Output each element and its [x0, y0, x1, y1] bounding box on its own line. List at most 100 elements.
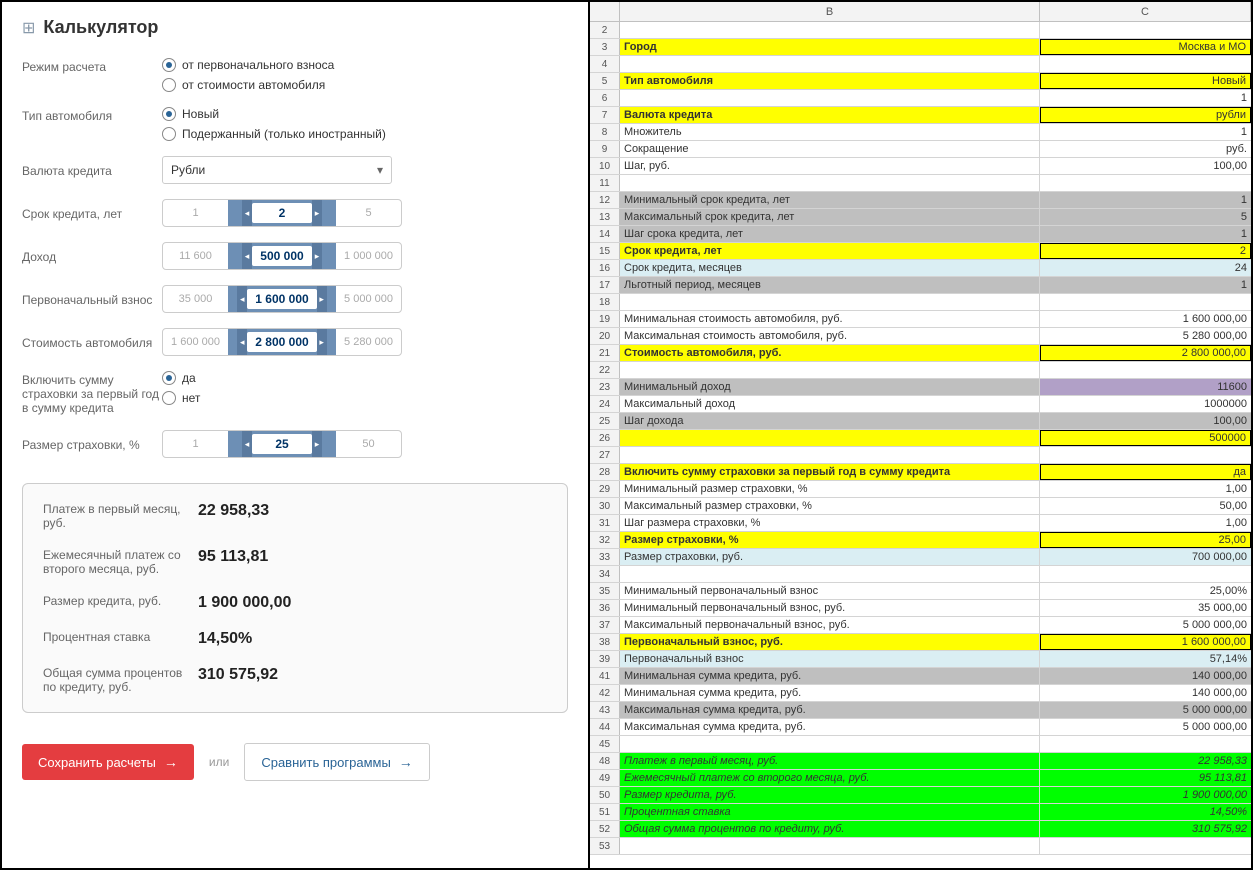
cell-b[interactable] — [620, 838, 1040, 854]
row-number[interactable]: 10 — [590, 158, 620, 174]
cell-c[interactable] — [1040, 294, 1251, 310]
income-slider[interactable]: 11 600 ◂ 500 000 ▸ 1 000 000 — [162, 242, 402, 270]
cell-c[interactable]: 1,00 — [1040, 515, 1251, 531]
row-number[interactable]: 2 — [590, 22, 620, 38]
row-number[interactable]: 37 — [590, 617, 620, 633]
cell-c[interactable]: 50,00 — [1040, 498, 1251, 514]
cost-value[interactable]: 2 800 000 — [247, 332, 316, 352]
cell-c[interactable]: 1000000 — [1040, 396, 1251, 412]
row-number[interactable]: 53 — [590, 838, 620, 854]
row-number[interactable]: 6 — [590, 90, 620, 106]
slider-handle-left[interactable]: ◂ — [242, 200, 252, 226]
cell-b[interactable]: Минимальная сумма кредита, руб. — [620, 685, 1040, 701]
row-number[interactable]: 33 — [590, 549, 620, 565]
insurance-no[interactable]: нет — [162, 391, 568, 405]
row-number[interactable]: 48 — [590, 753, 620, 769]
cell-c[interactable] — [1040, 22, 1251, 38]
row-number[interactable]: 13 — [590, 209, 620, 225]
cell-b[interactable]: Размер страховки, руб. — [620, 549, 1040, 565]
cell-c[interactable]: 1 900 000,00 — [1040, 787, 1251, 803]
cell-c[interactable]: 25,00 — [1040, 532, 1251, 548]
cell-c[interactable]: 1,00 — [1040, 481, 1251, 497]
row-number[interactable]: 34 — [590, 566, 620, 582]
slider-handle-left[interactable]: ◂ — [242, 243, 252, 269]
cell-c[interactable]: 5 000 000,00 — [1040, 719, 1251, 735]
row-number[interactable]: 45 — [590, 736, 620, 752]
cell-b[interactable]: Минимальный первоначальный взнос — [620, 583, 1040, 599]
cell-c[interactable]: 310 575,92 — [1040, 821, 1251, 837]
cell-c[interactable]: 1 — [1040, 277, 1251, 293]
row-number[interactable]: 42 — [590, 685, 620, 701]
row-number[interactable]: 17 — [590, 277, 620, 293]
cell-b[interactable]: Шаг дохода — [620, 413, 1040, 429]
cell-c[interactable] — [1040, 838, 1251, 854]
cell-b[interactable]: Максимальный первоначальный взнос, руб. — [620, 617, 1040, 633]
cell-b[interactable]: Шаг срока кредита, лет — [620, 226, 1040, 242]
insurance-slider[interactable]: 1 ◂ 25 ▸ 50 — [162, 430, 402, 458]
cell-c[interactable]: 1 600 000,00 — [1040, 634, 1251, 650]
row-number[interactable]: 28 — [590, 464, 620, 480]
insurance-yes[interactable]: да — [162, 371, 568, 385]
cell-c[interactable]: 140 000,00 — [1040, 668, 1251, 684]
row-number[interactable]: 51 — [590, 804, 620, 820]
cell-c[interactable]: 100,00 — [1040, 158, 1251, 174]
cell-c[interactable]: 25,00% — [1040, 583, 1251, 599]
cell-b[interactable]: Максимальная стоимость автомобиля, руб. — [620, 328, 1040, 344]
cell-b[interactable]: Минимальный доход — [620, 379, 1040, 395]
cell-b[interactable]: Ежемесячный платеж со второго месяца, ру… — [620, 770, 1040, 786]
save-button[interactable]: Сохранить расчеты → — [22, 744, 194, 780]
cell-c[interactable]: 95 113,81 — [1040, 770, 1251, 786]
row-number[interactable]: 18 — [590, 294, 620, 310]
cell-c[interactable]: Новый — [1040, 73, 1251, 89]
row-number[interactable]: 20 — [590, 328, 620, 344]
cell-b[interactable]: Шаг, руб. — [620, 158, 1040, 174]
row-number[interactable]: 49 — [590, 770, 620, 786]
cell-c[interactable]: 1 — [1040, 226, 1251, 242]
cell-c[interactable] — [1040, 566, 1251, 582]
row-number[interactable]: 15 — [590, 243, 620, 259]
cell-b[interactable] — [620, 90, 1040, 106]
row-number[interactable]: 23 — [590, 379, 620, 395]
row-number[interactable]: 43 — [590, 702, 620, 718]
cell-b[interactable]: Город — [620, 39, 1040, 55]
row-number[interactable]: 32 — [590, 532, 620, 548]
row-number[interactable]: 41 — [590, 668, 620, 684]
carcost-slider[interactable]: 1 600 000 ◂ 2 800 000 ▸ 5 280 000 — [162, 328, 402, 356]
cell-b[interactable] — [620, 736, 1040, 752]
row-number[interactable]: 31 — [590, 515, 620, 531]
cell-c[interactable]: 2 — [1040, 243, 1251, 259]
row-number[interactable]: 5 — [590, 73, 620, 89]
cell-b[interactable]: Максимальная сумма кредита, руб. — [620, 702, 1040, 718]
cell-b[interactable]: Минимальный срок кредита, лет — [620, 192, 1040, 208]
cell-b[interactable] — [620, 294, 1040, 310]
cell-b[interactable]: Стоимость автомобиля, руб. — [620, 345, 1040, 361]
cell-b[interactable]: Максимальный срок кредита, лет — [620, 209, 1040, 225]
cell-b[interactable]: Включить сумму страховки за первый год в… — [620, 464, 1040, 480]
income-value[interactable]: 500 000 — [252, 246, 312, 266]
cell-c[interactable] — [1040, 362, 1251, 378]
corner-cell[interactable] — [590, 2, 620, 21]
row-number[interactable]: 44 — [590, 719, 620, 735]
cell-c[interactable]: рубли — [1040, 107, 1251, 123]
row-number[interactable]: 50 — [590, 787, 620, 803]
slider-handle-left[interactable]: ◂ — [237, 286, 247, 312]
cell-b[interactable] — [620, 22, 1040, 38]
row-number[interactable]: 19 — [590, 311, 620, 327]
row-number[interactable]: 16 — [590, 260, 620, 276]
cell-b[interactable]: Множитель — [620, 124, 1040, 140]
cell-b[interactable]: Минимальный первоначальный взнос, руб. — [620, 600, 1040, 616]
cell-b[interactable]: Срок кредита, лет — [620, 243, 1040, 259]
row-number[interactable]: 38 — [590, 634, 620, 650]
cell-c[interactable]: 5 000 000,00 — [1040, 702, 1251, 718]
down-value[interactable]: 1 600 000 — [247, 289, 316, 309]
cell-c[interactable]: 11600 — [1040, 379, 1251, 395]
slider-handle-left[interactable]: ◂ — [242, 431, 252, 457]
cell-c[interactable]: 5 000 000,00 — [1040, 617, 1251, 633]
row-number[interactable]: 25 — [590, 413, 620, 429]
cell-c[interactable]: 500000 — [1040, 430, 1251, 446]
cell-b[interactable] — [620, 175, 1040, 191]
cell-c[interactable]: 1 600 000,00 — [1040, 311, 1251, 327]
cell-c[interactable]: 100,00 — [1040, 413, 1251, 429]
cell-b[interactable]: Общая сумма процентов по кредиту, руб. — [620, 821, 1040, 837]
cell-b[interactable]: Максимальный доход — [620, 396, 1040, 412]
